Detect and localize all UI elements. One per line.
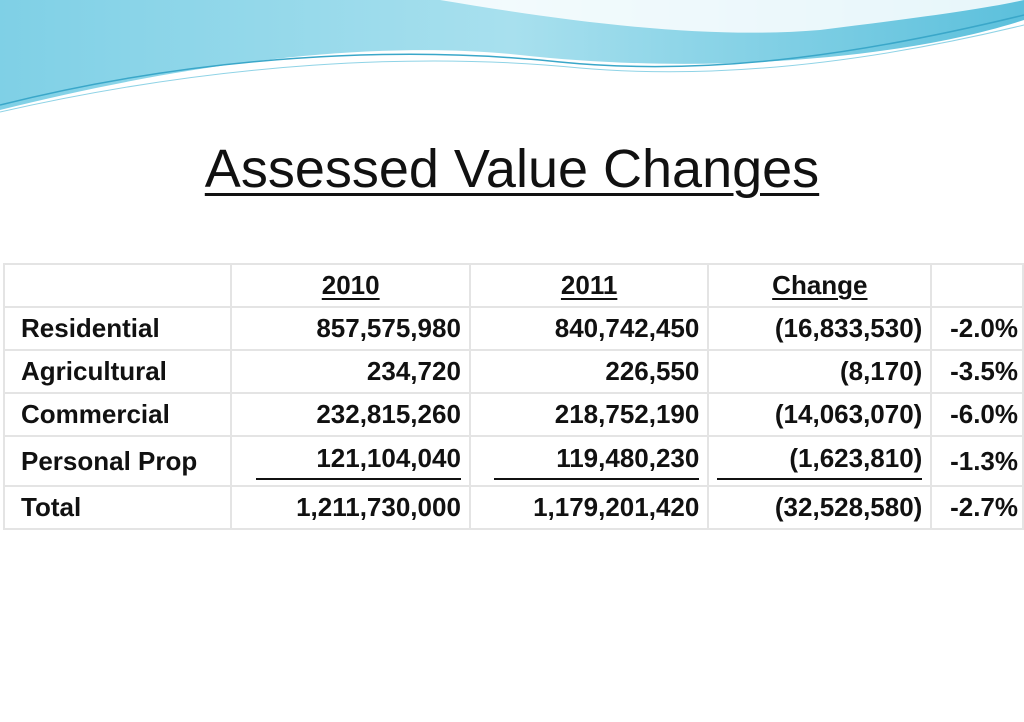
value-cell: 1,179,201,420 bbox=[468, 485, 710, 530]
row-label: Personal Prop bbox=[2, 435, 233, 487]
column-header: 2011 bbox=[468, 263, 710, 308]
value-cell: 119,480,230 bbox=[468, 435, 710, 487]
value-cell: 1,211,730,000 bbox=[230, 485, 471, 530]
total-row: Total 1,211,730,000 1,179,201,420 (32,528,5… bbox=[2, 485, 1024, 530]
value-cell: 218,752,190 bbox=[468, 392, 710, 437]
empty-cell bbox=[930, 263, 1024, 308]
value-cell: 840,742,450 bbox=[468, 306, 710, 351]
value-table: 2010 2011 Change Residential 857,575,980 840,… bbox=[2, 263, 1024, 530]
row-label: Total bbox=[2, 485, 233, 530]
data-row: Personal Prop 121,104,040 119,480,230 (1,62… bbox=[2, 435, 1024, 487]
value-cell: 226,550 bbox=[468, 349, 710, 394]
column-header: Change bbox=[707, 263, 933, 308]
value-text: 121,104,040 bbox=[255, 443, 461, 480]
value-cell: (1,623,810) bbox=[707, 435, 933, 487]
row-label: Agricultural bbox=[2, 349, 233, 394]
header-wave bbox=[0, 0, 1024, 113]
value-cell: -2.7% bbox=[930, 485, 1024, 530]
empty-cell bbox=[2, 263, 233, 308]
value-text: 119,480,230 bbox=[494, 443, 700, 480]
value-cell: 234,720 bbox=[230, 349, 471, 394]
value-cell: (32,528,580) bbox=[707, 485, 933, 530]
value-cell: (16,833,530) bbox=[707, 306, 933, 351]
value-cell: 121,104,040 bbox=[230, 435, 471, 487]
row-label: Residential bbox=[2, 306, 233, 351]
data-row: Residential 857,575,980 840,742,450 (16,833… bbox=[2, 306, 1024, 351]
value-cell: -6.0% bbox=[930, 392, 1024, 437]
value-cell: 857,575,980 bbox=[230, 306, 471, 351]
value-cell: (14,063,070) bbox=[707, 392, 933, 437]
value-cell: 232,815,260 bbox=[230, 392, 471, 437]
value-text: (1,623,810) bbox=[717, 443, 923, 480]
value-cell: -3.5% bbox=[930, 349, 1024, 394]
value-cell: -2.0% bbox=[930, 306, 1024, 351]
column-header: 2010 bbox=[230, 263, 471, 308]
slide-title: Assessed Value Changes bbox=[204, 139, 820, 199]
value-cell: (8,170) bbox=[707, 349, 933, 394]
data-row: Commercial 232,815,260 218,752,190 (14,063,… bbox=[2, 392, 1024, 437]
header-row: 2010 2011 Change bbox=[2, 263, 1024, 308]
row-label: Commercial bbox=[2, 392, 233, 437]
value-cell: -1.3% bbox=[930, 435, 1024, 487]
data-row: Agricultural 234,720 226,550 (8,170) -3.5% bbox=[2, 349, 1024, 394]
